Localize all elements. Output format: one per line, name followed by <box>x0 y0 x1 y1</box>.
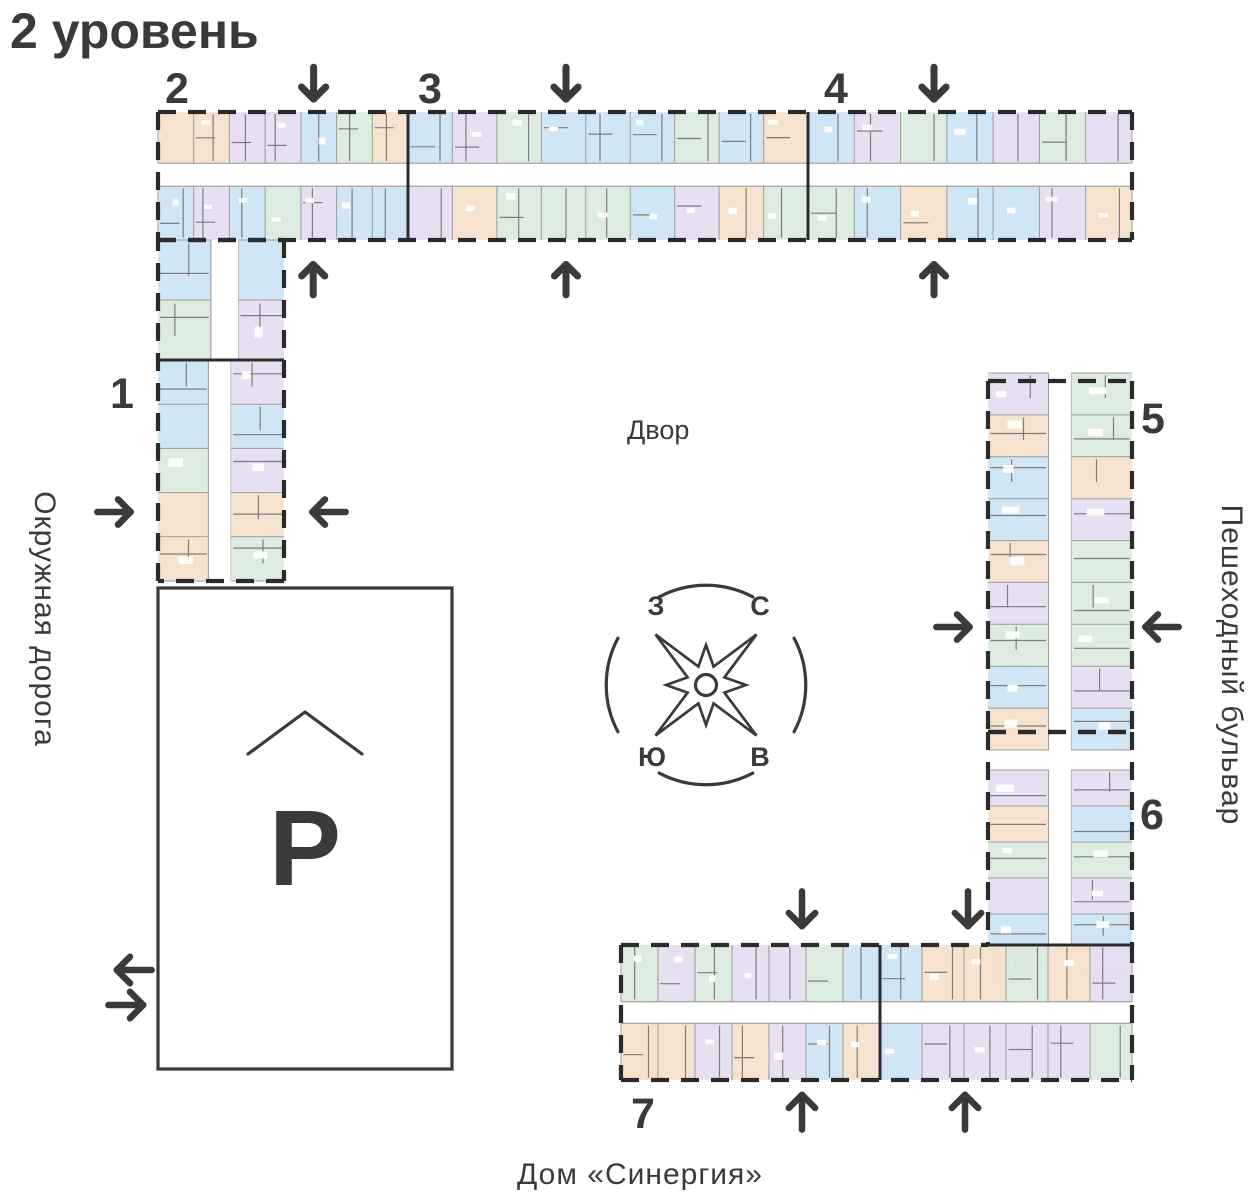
svg-text:Двор: Двор <box>627 415 689 445</box>
svg-text:6: 6 <box>1140 791 1164 839</box>
svg-text:3: 3 <box>418 65 442 113</box>
svg-text:Ю: Ю <box>638 742 666 772</box>
svg-text:4: 4 <box>824 65 848 113</box>
svg-text:Дом «Синергия»: Дом «Синергия» <box>517 1158 763 1191</box>
svg-text:2 уровень: 2 уровень <box>10 3 259 59</box>
svg-text:В: В <box>750 742 770 772</box>
svg-text:С: С <box>750 591 770 621</box>
svg-text:Пешеходный бульвар: Пешеходный бульвар <box>1215 505 1248 826</box>
svg-text:5: 5 <box>1141 395 1165 443</box>
svg-text:7: 7 <box>631 1090 655 1138</box>
svg-text:Окружная дорога: Окружная дорога <box>28 491 61 747</box>
svg-text:З: З <box>648 591 665 621</box>
svg-text:1: 1 <box>110 370 134 418</box>
svg-text:Р: Р <box>269 787 341 908</box>
svg-text:2: 2 <box>165 65 189 113</box>
